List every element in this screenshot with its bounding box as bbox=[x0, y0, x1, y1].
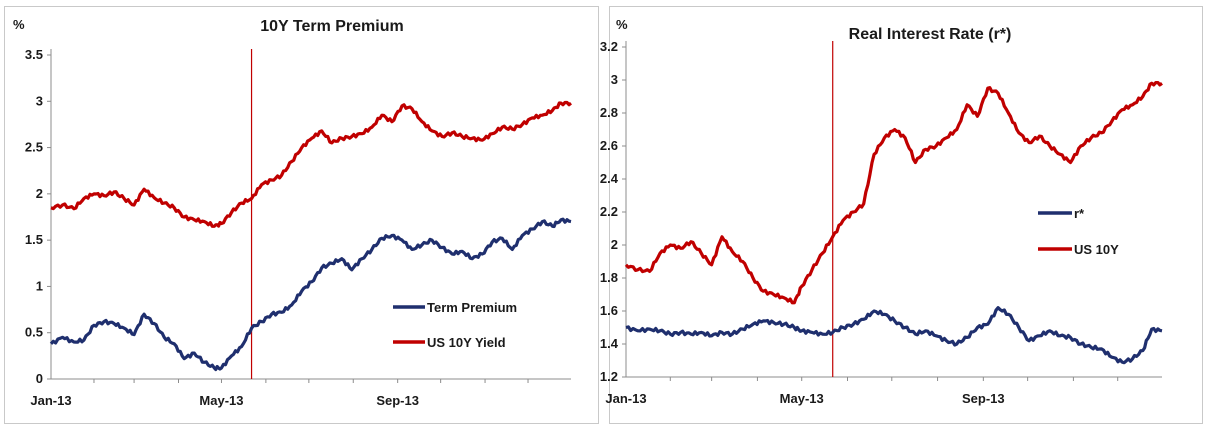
y-tick-label: 2.8 bbox=[600, 105, 618, 120]
term-premium-chart-panel: 10Y Term Premium % 0 0.5 1 1.5 2 2.5 3 3.5 Jan-1… bbox=[4, 6, 599, 424]
y-tick-label: 1.6 bbox=[600, 303, 618, 318]
real-interest-rate-chart-panel: Real Interest Rate (r*) % 1.2 1.4 1.6 1.8 2 2… bbox=[600, 6, 1203, 424]
y-tick-label: 1 bbox=[36, 278, 43, 293]
y-tick-label: 2.5 bbox=[25, 140, 43, 155]
y-tick-label: 0 bbox=[36, 371, 43, 386]
legend-label: US 10Y Yield bbox=[427, 335, 506, 350]
y-tick-label: 3.2 bbox=[600, 39, 618, 54]
y-tick-label: 1.4 bbox=[600, 336, 619, 351]
series-line-us-10y-yield bbox=[50, 100, 572, 228]
y-tick-label: 1.2 bbox=[600, 369, 618, 384]
legend-label: Term Premium bbox=[427, 300, 517, 315]
y-tick-label: 2.4 bbox=[600, 171, 619, 186]
x-tick-label: Sep-13 bbox=[962, 391, 1005, 406]
series-line-r bbox=[625, 306, 1163, 365]
x-tick-label: Sep-13 bbox=[376, 393, 419, 408]
y-tick-label: 2 bbox=[36, 186, 43, 201]
series-line-us-10y bbox=[624, 81, 1163, 305]
x-tick-label: May-13 bbox=[199, 393, 243, 408]
y-tick-label: 3 bbox=[611, 72, 618, 87]
y-tick-label: 1.8 bbox=[600, 270, 618, 285]
y-tick-label: 2.2 bbox=[600, 204, 618, 219]
y-tick-label: 2 bbox=[611, 237, 618, 252]
series-line-term-premium bbox=[49, 217, 572, 372]
chart-title: 10Y Term Premium bbox=[260, 18, 403, 35]
x-tick-label: Jan-13 bbox=[30, 393, 71, 408]
x-tick-label: May-13 bbox=[780, 391, 824, 406]
term-premium-chart: 10Y Term Premium % 0 0.5 1 1.5 2 2.5 3 3.5 Jan-1… bbox=[13, 17, 572, 408]
y-tick-label: 2.6 bbox=[600, 138, 618, 153]
y-tick-label: 1.5 bbox=[25, 232, 43, 247]
real-interest-rate-chart: Real Interest Rate (r*) % 1.2 1.4 1.6 1.8 2 2… bbox=[600, 17, 1163, 406]
y-tick-label: 3 bbox=[36, 93, 43, 108]
legend-label: US 10Y bbox=[1074, 242, 1119, 257]
x-tick-label: Jan-13 bbox=[605, 391, 646, 406]
y-tick-label: 0.5 bbox=[25, 325, 43, 340]
y-unit-label: % bbox=[13, 17, 25, 32]
chart-title: Real Interest Rate (r*) bbox=[849, 26, 1012, 43]
y-unit-label: % bbox=[616, 17, 628, 32]
legend-label: r* bbox=[1074, 206, 1085, 221]
y-tick-label: 3.5 bbox=[25, 47, 43, 62]
